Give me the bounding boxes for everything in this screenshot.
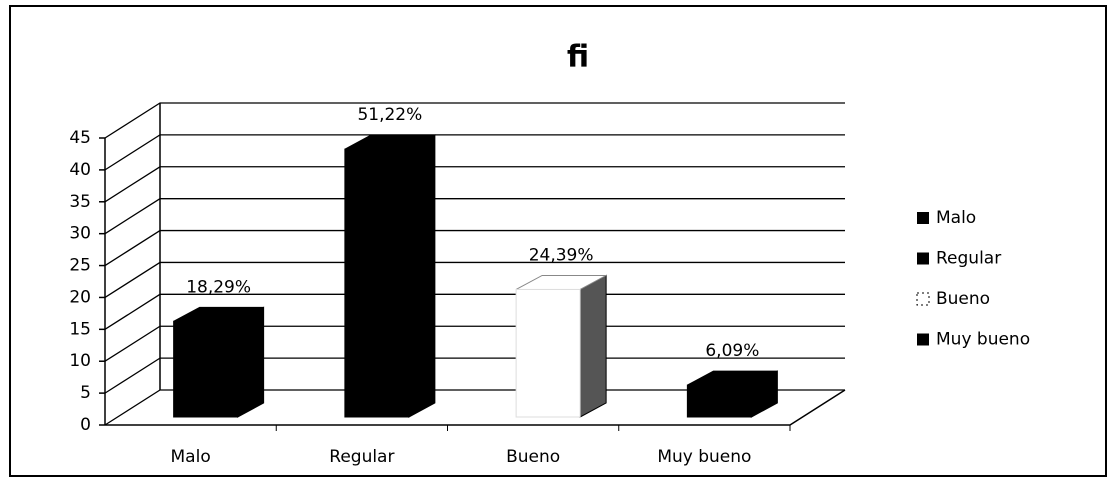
legend-label: Malo	[936, 208, 976, 228]
y-tick-label: 40	[69, 160, 91, 180]
y-tick-label: 35	[69, 192, 91, 212]
grid-line	[104, 325, 845, 362]
x-tick-label: Malo	[171, 447, 211, 467]
legend-swatch	[917, 333, 929, 346]
data-label: 51,22%	[357, 105, 422, 125]
grid-line	[104, 166, 845, 203]
x-tick-label: Bueno	[506, 447, 560, 467]
y-tick-label: 10	[69, 351, 91, 371]
bar	[344, 148, 410, 418]
legend-label: Regular	[936, 249, 1001, 269]
grid-line	[104, 198, 845, 235]
y-tick-label: 25	[69, 256, 91, 276]
bar-side	[237, 306, 265, 418]
legend-swatch	[917, 212, 929, 224]
y-tick-label: 15	[69, 319, 91, 339]
bar	[515, 288, 581, 418]
data-label: 24,39%	[529, 245, 594, 265]
y-tick-label: 30	[69, 224, 91, 244]
grid-line	[104, 389, 845, 426]
data-label: 6,09%	[705, 341, 759, 361]
x-tick-label: Regular	[329, 447, 394, 467]
x-tick-label: Muy bueno	[657, 447, 751, 467]
y-tick-label: 0	[80, 415, 91, 435]
grid-line	[104, 134, 845, 171]
bar	[686, 384, 752, 418]
bar-side	[408, 134, 436, 418]
y-tick-label: 45	[69, 128, 91, 148]
grid-line	[104, 293, 845, 330]
chart-title: fi	[567, 40, 589, 75]
grid-line	[104, 261, 845, 298]
grid-line	[104, 229, 845, 267]
grid-line	[104, 357, 845, 394]
bar	[173, 320, 239, 418]
y-tick-label: 20	[69, 287, 91, 307]
bar-side	[579, 274, 607, 418]
grid-line	[104, 102, 845, 139]
legend-label: Bueno	[936, 289, 990, 309]
data-label: 18,29%	[186, 277, 251, 297]
legend-label: Muy bueno	[936, 330, 1030, 350]
legend-swatch	[916, 292, 930, 306]
legend-swatch	[917, 252, 929, 265]
y-tick-label: 5	[80, 383, 91, 403]
